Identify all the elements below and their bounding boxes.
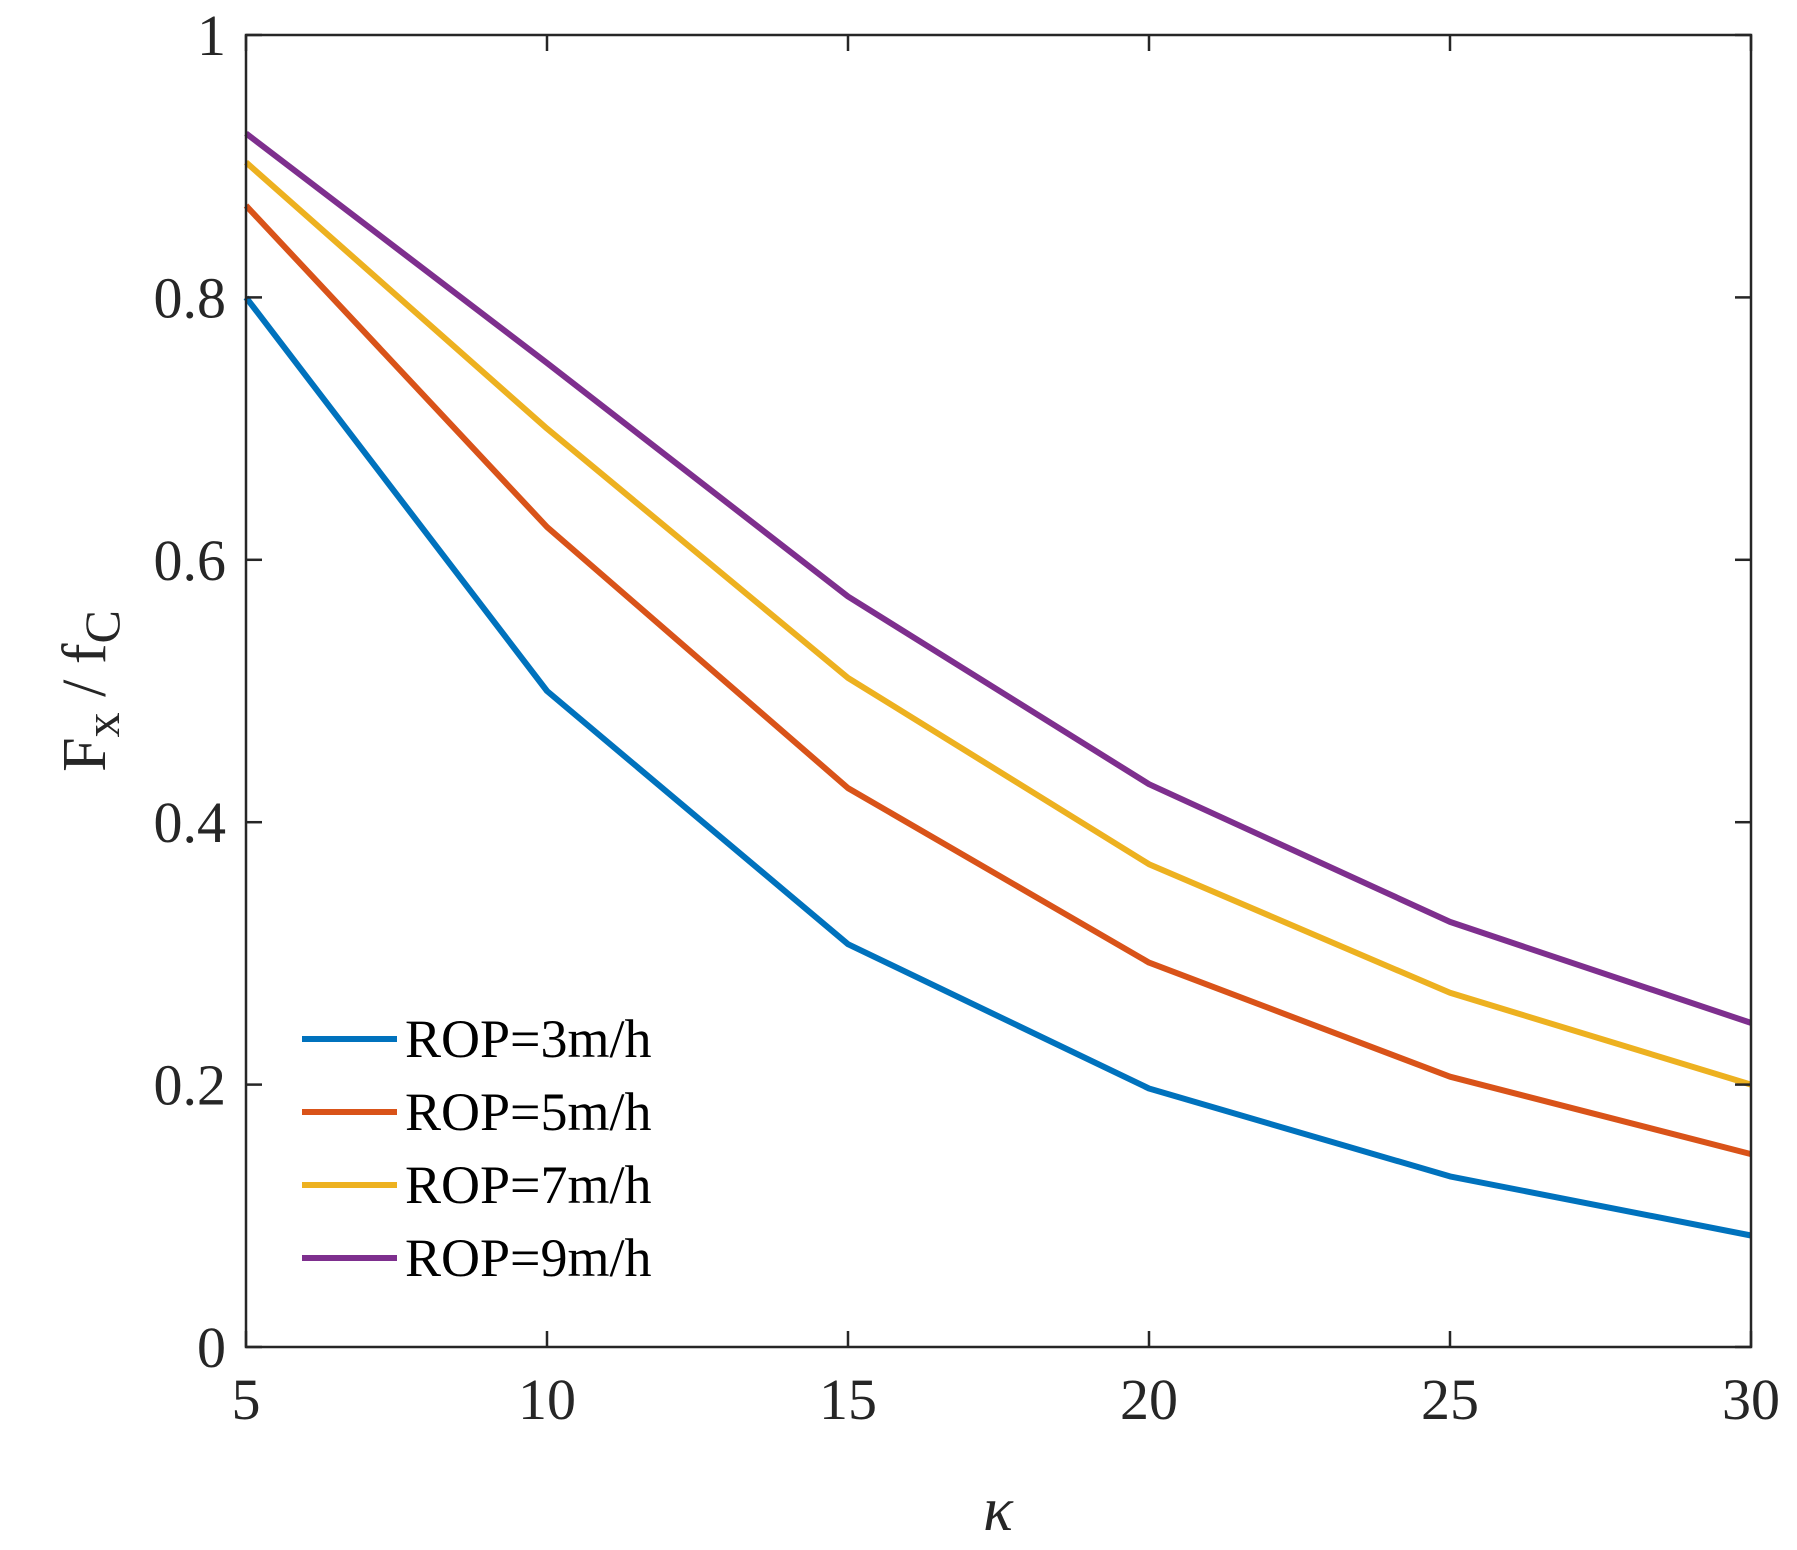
x-tick-label: 15 <box>819 1367 877 1432</box>
y-tick-label: 0 <box>197 1315 226 1380</box>
y-label-sub-2: C <box>74 610 130 643</box>
legend-label-4: ROP=9m/h <box>405 1228 652 1288</box>
series-layer <box>243 131 1752 1239</box>
series-line-3 <box>244 160 1752 1088</box>
legend-label-2: ROP=5m/h <box>405 1082 652 1142</box>
x-tick-label: 20 <box>1120 1367 1178 1432</box>
legend: ROP=3m/h ROP=5m/h ROP=7m/h ROP=9m/h <box>302 1009 652 1288</box>
legend-label-1: ROP=3m/h <box>405 1009 652 1069</box>
y-tick-label: 0.2 <box>154 1053 227 1118</box>
series-line-1 <box>243 295 1752 1239</box>
x-tick-label: 5 <box>232 1367 261 1432</box>
x-tick-label: 10 <box>518 1367 576 1432</box>
x-tick-label: 25 <box>1421 1367 1479 1432</box>
plot-frame <box>244 33 1753 1349</box>
y-label-base-2: f <box>51 643 119 664</box>
series-line-4 <box>244 131 1752 1026</box>
y-tick-label: 1 <box>197 3 226 68</box>
y-axis-label: Fx / fC <box>51 610 130 772</box>
x-tick-label: 30 <box>1722 1367 1780 1432</box>
y-label-sep: / <box>51 664 119 712</box>
y-tick-label: 0.4 <box>154 790 227 855</box>
tick-layer: 5 10 15 20 25 30 0 0.2 0.4 0.6 0.8 1 <box>154 3 1781 1432</box>
series-line-2 <box>243 203 1752 1158</box>
x-axis-label: κ <box>983 1476 1014 1544</box>
y-label-sub-1: x <box>74 712 130 737</box>
legend-label-3: ROP=7m/h <box>405 1155 652 1215</box>
y-label-base-1: F <box>51 737 119 771</box>
y-tick-label: 0.8 <box>154 265 227 330</box>
y-tick-label: 0.6 <box>154 528 227 593</box>
